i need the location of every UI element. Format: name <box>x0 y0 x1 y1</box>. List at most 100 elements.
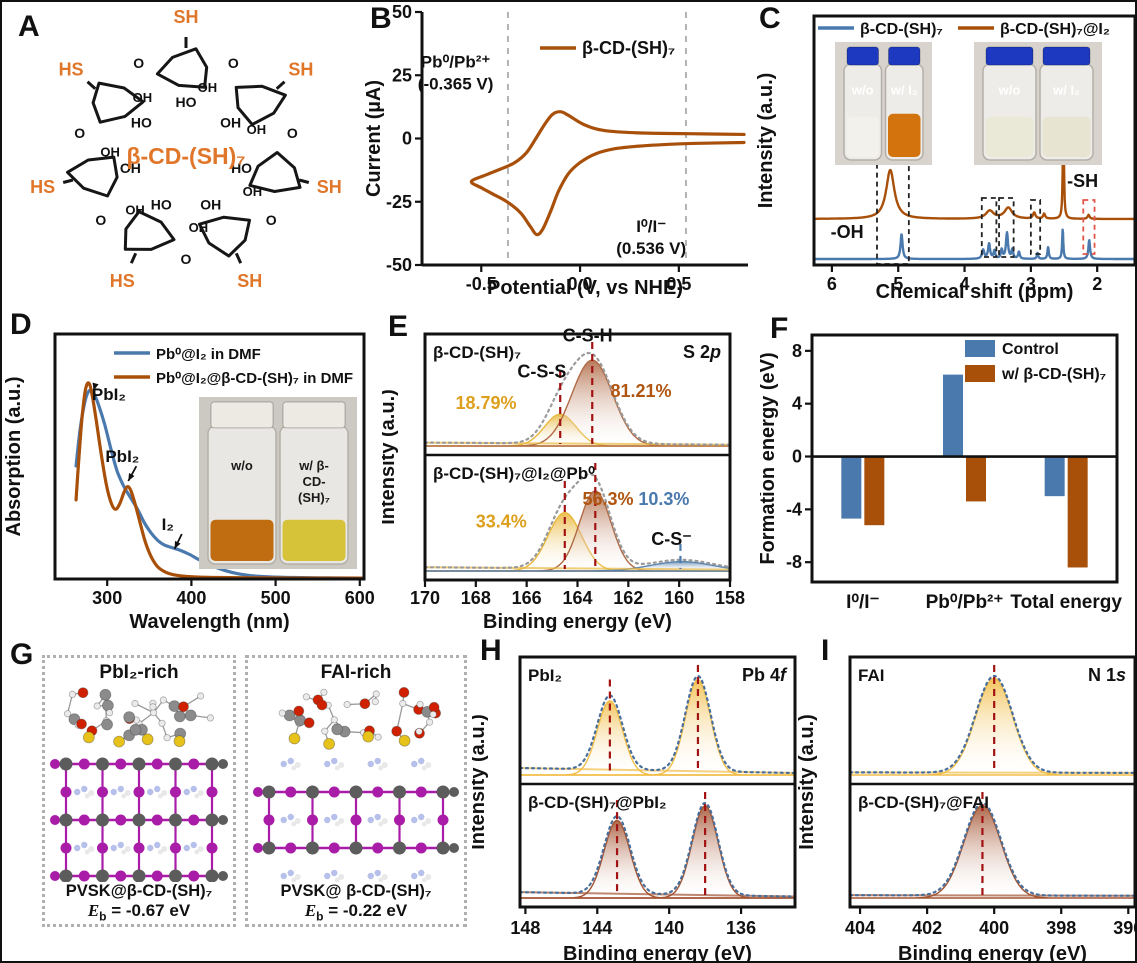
xps-n1s-chart: FAI N 1s β-CD-(SH)₇@FAI 404 402 400 398 396 Bind… <box>796 632 1137 963</box>
panel-i-letter: I <box>821 634 830 667</box>
y-tick-label: 25 <box>392 65 412 85</box>
bar-Control-0 <box>841 456 862 519</box>
x-tick-label: 398 <box>1046 918 1076 938</box>
panel-d: D 300 400 500 600 Wavelength (nm) Absorption … <box>2 302 382 633</box>
peak-label: -OH <box>831 222 864 242</box>
dft-box-title: PbI₂-rich <box>99 662 179 683</box>
vial-cap <box>210 401 274 429</box>
annotation: (0.536 V) <box>616 239 686 258</box>
vial-label: w/ β- <box>298 458 329 473</box>
uvvis-chart: 300 400 500 600 Wavelength (nm) Absorption (a… <box>2 302 382 637</box>
xps-spectrum-label: FAI <box>858 666 884 685</box>
vial-label: w/o <box>851 82 874 97</box>
data-series <box>74 381 364 580</box>
dft-structure-fai <box>252 684 460 883</box>
hydroxyl-label: HO <box>176 94 197 110</box>
dft-caption: PVSK@ β-CD-(SH)₇ <box>280 882 432 900</box>
xps-envelope <box>848 674 1135 774</box>
eb-sub: b <box>316 909 324 924</box>
xps-component <box>850 677 1135 776</box>
annotation: (-0.365 V) <box>418 75 494 94</box>
nmr-spectrum <box>813 228 1135 261</box>
x-tick-label: 2 <box>1092 274 1102 294</box>
panel-d-letter: D <box>10 308 32 341</box>
legend-label: β-CD-(SH)₇ <box>860 21 943 38</box>
x-tick-label: 396 <box>1113 918 1137 938</box>
x-tick-label: 136 <box>726 918 756 938</box>
vial-liquid <box>1042 116 1091 157</box>
x-tick-label: 404 <box>845 918 875 938</box>
xps-envelope <box>423 351 732 446</box>
x-tick-label: 168 <box>461 588 491 608</box>
panel-h-letter: H <box>480 634 502 667</box>
xps-plot-e: β-CD-(SH)₇ S 2pC-S-SC-S-H18.79%81.21%β-CD… <box>377 325 745 633</box>
vial-cap <box>985 46 1034 66</box>
bar-chart: 8 4 0 -4 -8 Formation energy (eV) I⁰/I⁻ Pb⁰/Pb²… <box>757 333 1122 613</box>
dft-box-title: FAI-rich <box>320 662 392 683</box>
xps-spectrum-label: β-CD-(SH)₇@FAI <box>858 793 989 812</box>
ether-o-label: O <box>287 125 298 141</box>
core-level-label: S 2p <box>683 342 721 362</box>
vial-liquid <box>888 113 921 157</box>
panel-h: H PbI₂ Pb 4f β-CD-(SH)₇@PbI₂ 148 144 140 136 Bi… <box>467 632 797 963</box>
x-tick-label: 0.5 <box>666 274 691 294</box>
x-tick-label: 4 <box>960 274 970 294</box>
data-series <box>74 388 364 580</box>
panel-e-letter: E <box>388 310 409 343</box>
panel-i: I FAI N 1s β-CD-(SH)₇@FAI 404 402 400 398 396 Bi… <box>796 632 1137 963</box>
eb-sub: b <box>99 909 107 924</box>
xps-component <box>425 359 730 447</box>
beta-cd-structure: SH O HO OH SH O OH OH SH O HO OH SH O OH OH HS O HO OH HS O OH… <box>8 4 358 305</box>
x-tick-label: 600 <box>345 588 375 608</box>
panel-c: C -OH -SH 6 5 4 3 2 Chemical shift (ppm) Intensi… <box>752 2 1135 303</box>
x-axis-label: Binding energy (eV) <box>563 943 752 963</box>
ether-o-label: O <box>95 212 106 228</box>
uvvis-plot: 300 400 500 600 Wavelength (nm) Absorption (a… <box>3 332 375 633</box>
dft-caption: PVSK@β-CD-(SH)₇ <box>65 882 213 900</box>
x-tick-label: 500 <box>261 588 291 608</box>
dft-structure-svg <box>253 686 459 883</box>
nmr-chart: -OH -SH 6 5 4 3 2 Chemical shift (ppm) Intensity… <box>752 2 1135 307</box>
xps-annotation: 56.3% <box>582 489 633 509</box>
bar-w/ β-CD-(SH)₇-2 <box>1067 456 1088 568</box>
formation-energy-bar-chart: 8 4 0 -4 -8 Formation energy (eV) I⁰/I⁻ Pb⁰/Pb²… <box>757 302 1135 637</box>
x-tick-label: 158 <box>715 588 745 608</box>
annotation: PbI₂ <box>105 447 139 466</box>
annotation: I⁰/I⁻ <box>636 217 666 236</box>
x-tick-label: -0.5 <box>466 274 497 294</box>
x-axis-label: Wavelength (nm) <box>129 611 289 632</box>
dft-structure-svg <box>50 687 228 883</box>
panel-f-letter: F <box>770 312 789 345</box>
y-tick-label: -50 <box>386 255 412 275</box>
y-axis-label: Current (µA) <box>363 80 385 197</box>
peak-highlight-box <box>876 161 910 265</box>
x-axis-label: Binding energy (eV) <box>898 943 1087 963</box>
thiol-label: HS <box>30 177 55 197</box>
xps-envelope <box>848 801 1135 897</box>
ether-o-label: O <box>266 212 277 228</box>
y-tick-label: 0 <box>792 447 802 467</box>
bar-w/ β-CD-(SH)₇-1 <box>966 456 986 502</box>
xps-component <box>520 700 795 776</box>
vial-label: w/ I₂ <box>1052 82 1080 97</box>
xps-spectrum-label: β-CD-(SH)₇@PbI₂ <box>528 793 667 812</box>
peak-label: -SH <box>1067 171 1098 191</box>
y-tick-label: 0 <box>402 129 412 149</box>
thiol-label: SH <box>317 177 342 197</box>
vial-cap <box>1042 46 1091 66</box>
eb-value: = -0.67 eV <box>106 901 191 920</box>
x-tick-label: 170 <box>410 588 440 608</box>
molecule-name: β-CD-(SH)₇ <box>126 143 245 169</box>
y-axis-label: Intensity (a.u.) <box>797 714 818 850</box>
panel-c-letter: C <box>759 2 781 35</box>
data-series <box>469 110 746 237</box>
hydroxyl-label: HO <box>131 114 152 130</box>
x-tick-label: 144 <box>582 918 612 938</box>
bar-Control-1 <box>943 374 963 457</box>
y-axis-label: Absorption (a.u.) <box>3 377 25 537</box>
dft-structure-pbi2 <box>49 684 229 883</box>
y-tick-label: 8 <box>792 341 802 361</box>
binding-energy: Eb = -0.22 eV <box>305 901 407 923</box>
y-axis-label: Intensity (a.u.) <box>382 389 399 525</box>
